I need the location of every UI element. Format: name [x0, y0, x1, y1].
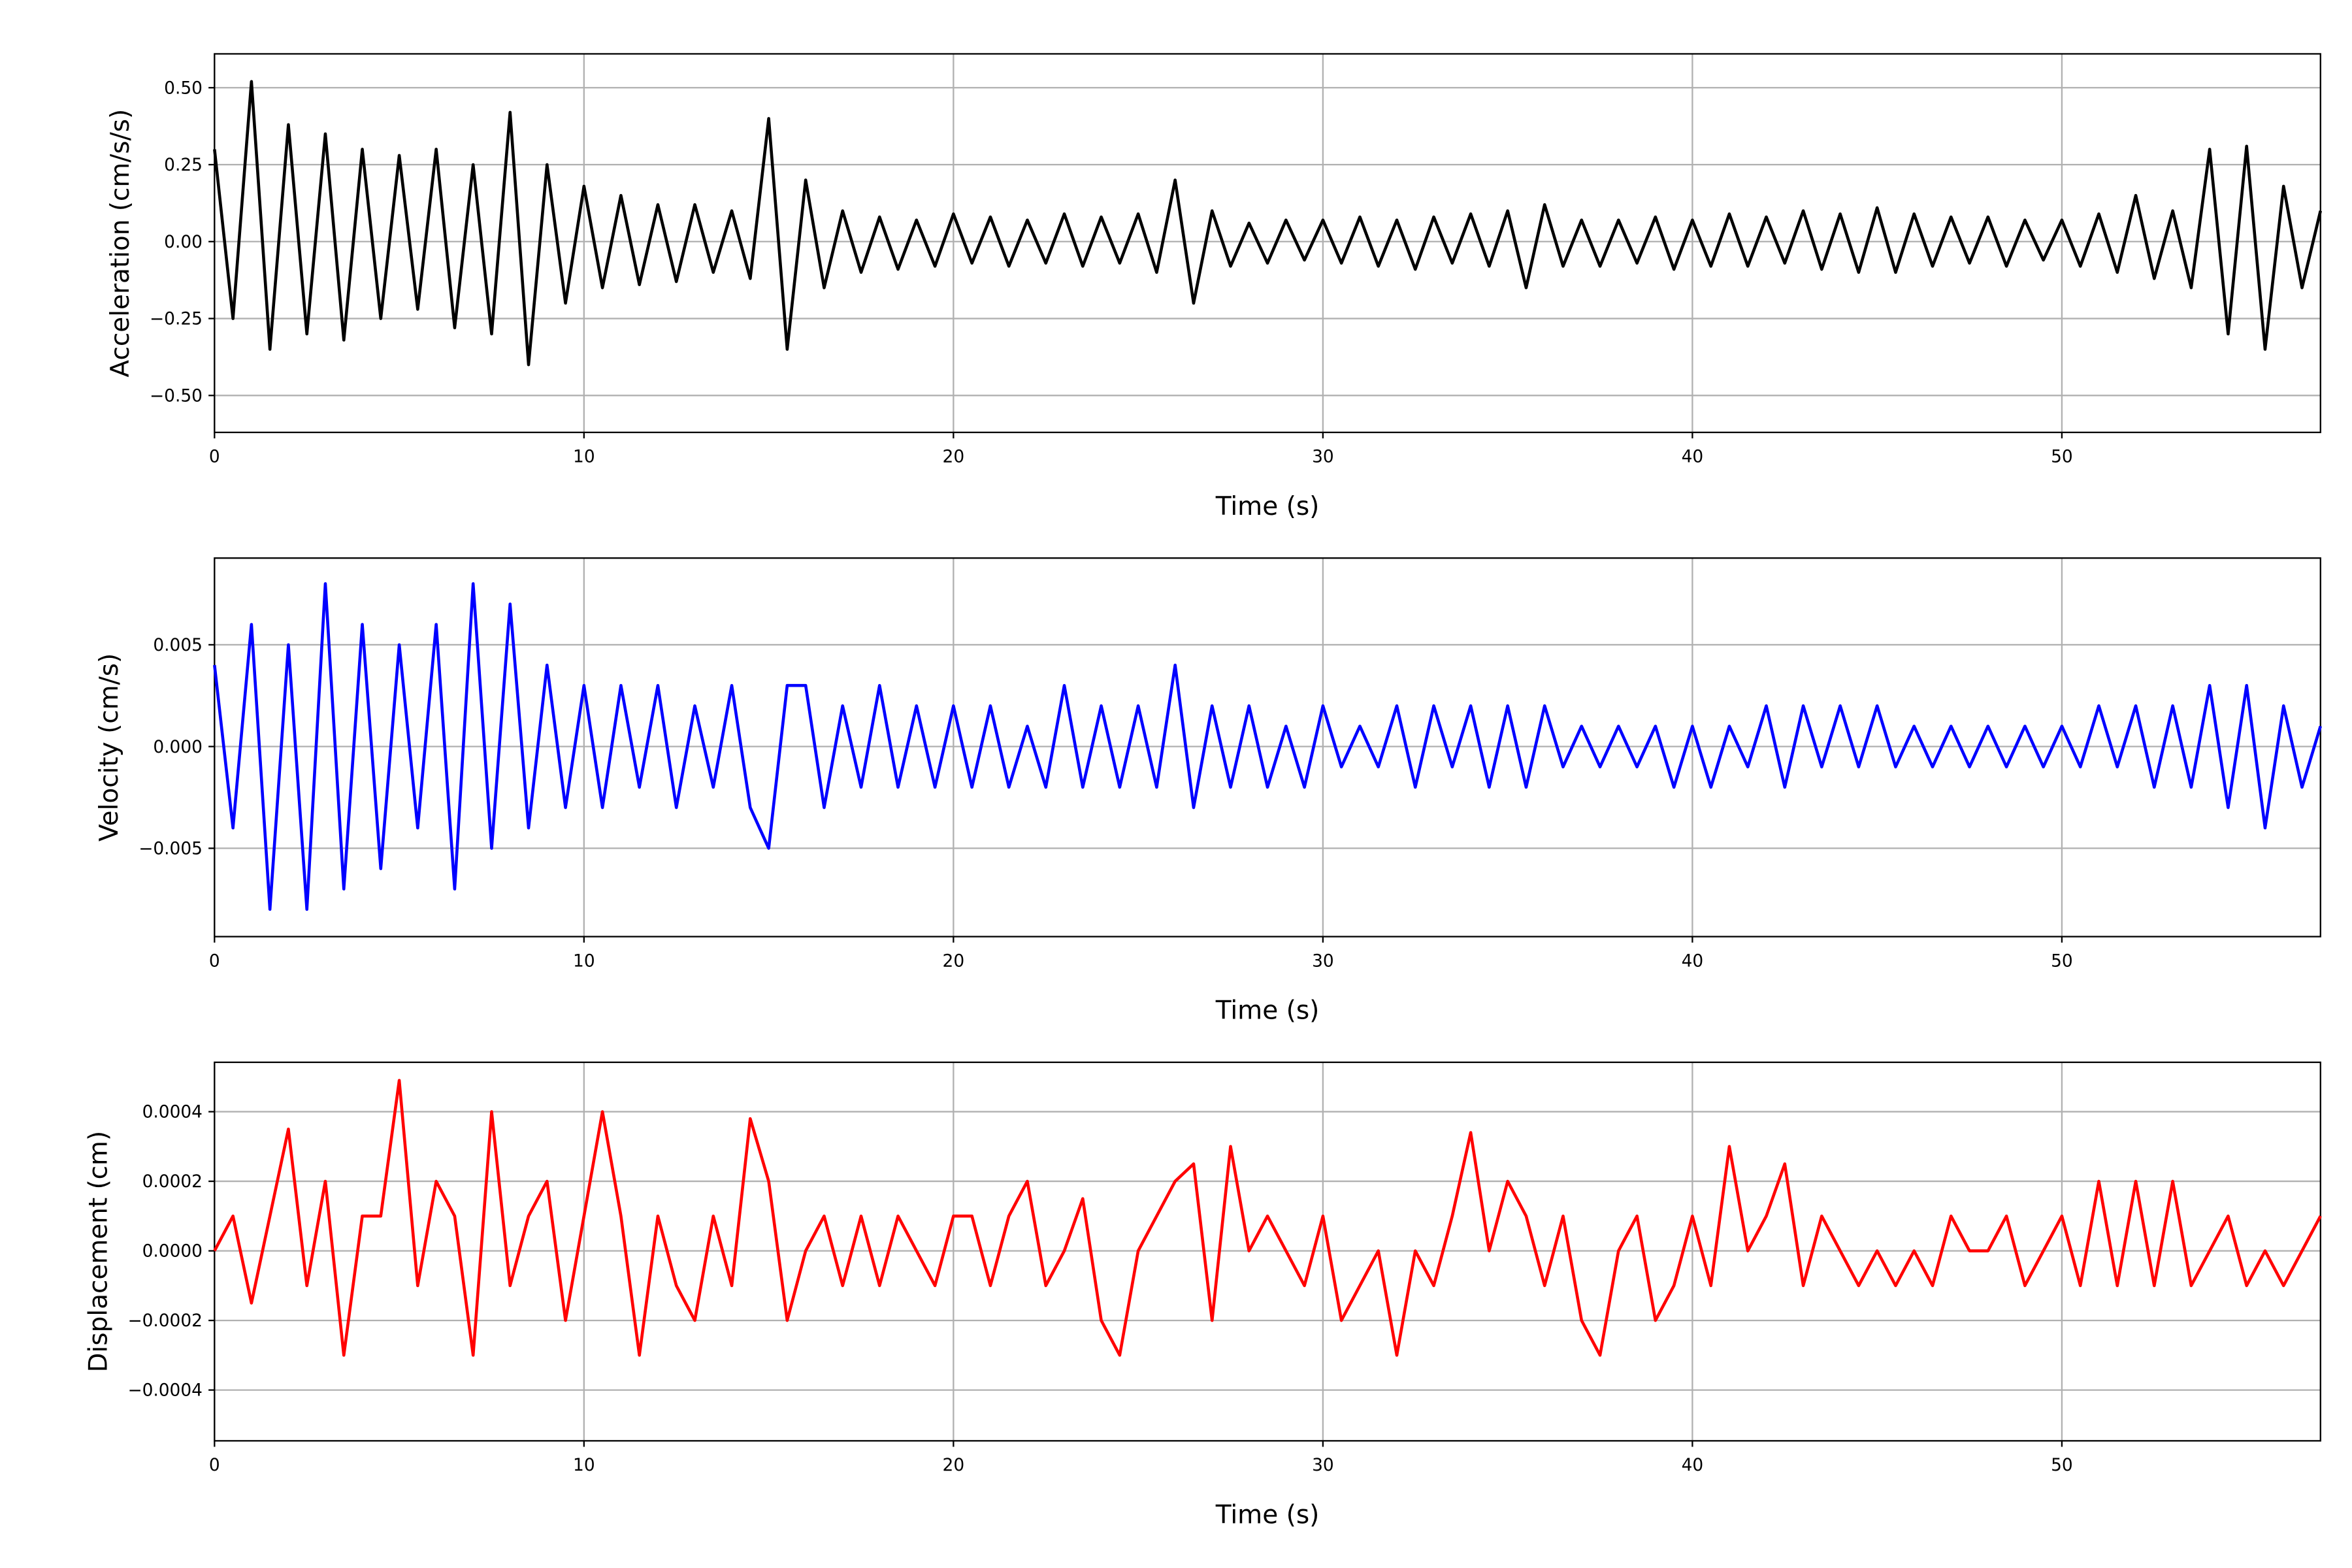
y-tick-label: 0.50 [164, 78, 203, 98]
y-tick-label: 0.0002 [142, 1172, 203, 1192]
y-axis-label: Displacement (cm) [84, 1131, 113, 1373]
panel: 0 10 20 30 40 50 −0.50 −0.25 0.00 0.25 0.50 Time (s… [106, 53, 2321, 521]
x-tick-label: 40 [1682, 1456, 1704, 1475]
x-tick-label: 50 [2051, 1456, 2073, 1475]
y-tick-label: 0.000 [153, 738, 203, 757]
y-tick-label: 0.0004 [142, 1103, 203, 1122]
y-axis-label: Velocity (cm/s) [95, 653, 124, 841]
x-tick-label: 30 [1312, 1456, 1334, 1475]
y-tick-label: 0.005 [153, 636, 203, 655]
x-tick-label: 0 [209, 1456, 220, 1475]
data-line [213, 582, 2322, 911]
x-tick-label: 30 [1312, 951, 1334, 971]
plot-frame [214, 557, 2321, 938]
x-tick-label: 50 [2051, 951, 2073, 971]
y-tick-label: 0.25 [164, 155, 203, 175]
x-tick-label: 10 [573, 448, 595, 467]
y-tick-label: 0.0000 [142, 1242, 203, 1262]
x-tick-label: 0 [209, 951, 220, 971]
x-tick-label: 20 [943, 448, 965, 467]
plot-frame [214, 1061, 2321, 1442]
panel: 0 10 20 30 40 50 −0.0004 −0.0002 0.0000 0.0002 0.0… [84, 1061, 2321, 1529]
x-tick-label: 10 [573, 951, 595, 971]
y-tick-label: −0.50 [150, 386, 203, 406]
x-tick-label: 20 [943, 951, 965, 971]
plot-frame [214, 53, 2321, 433]
y-tick-label: 0.00 [164, 233, 203, 252]
data-line [213, 1079, 2322, 1357]
x-tick-label: 10 [573, 1456, 595, 1475]
x-axis-label: Time (s) [1215, 492, 1320, 521]
y-tick-label: −0.005 [139, 840, 203, 859]
x-tick-label: 40 [1682, 951, 1704, 971]
y-tick-label: −0.0004 [127, 1381, 202, 1401]
x-tick-label: 40 [1682, 448, 1704, 467]
x-tick-label: 30 [1312, 448, 1334, 467]
y-tick-label: −0.0002 [127, 1311, 202, 1331]
x-tick-label: 50 [2051, 448, 2073, 467]
data-line [213, 80, 2323, 367]
x-axis-label: Time (s) [1215, 996, 1320, 1026]
x-axis-label: Time (s) [1215, 1500, 1320, 1529]
x-tick-label: 0 [209, 448, 220, 467]
panel: 0 10 20 30 40 50 −0.005 0.000 0.005 Time (s) Veloc… [95, 557, 2321, 1026]
y-axis-label: Acceleration (cm/s/s) [106, 109, 135, 378]
y-tick-label: −0.25 [150, 310, 203, 329]
x-tick-label: 20 [943, 1456, 965, 1475]
